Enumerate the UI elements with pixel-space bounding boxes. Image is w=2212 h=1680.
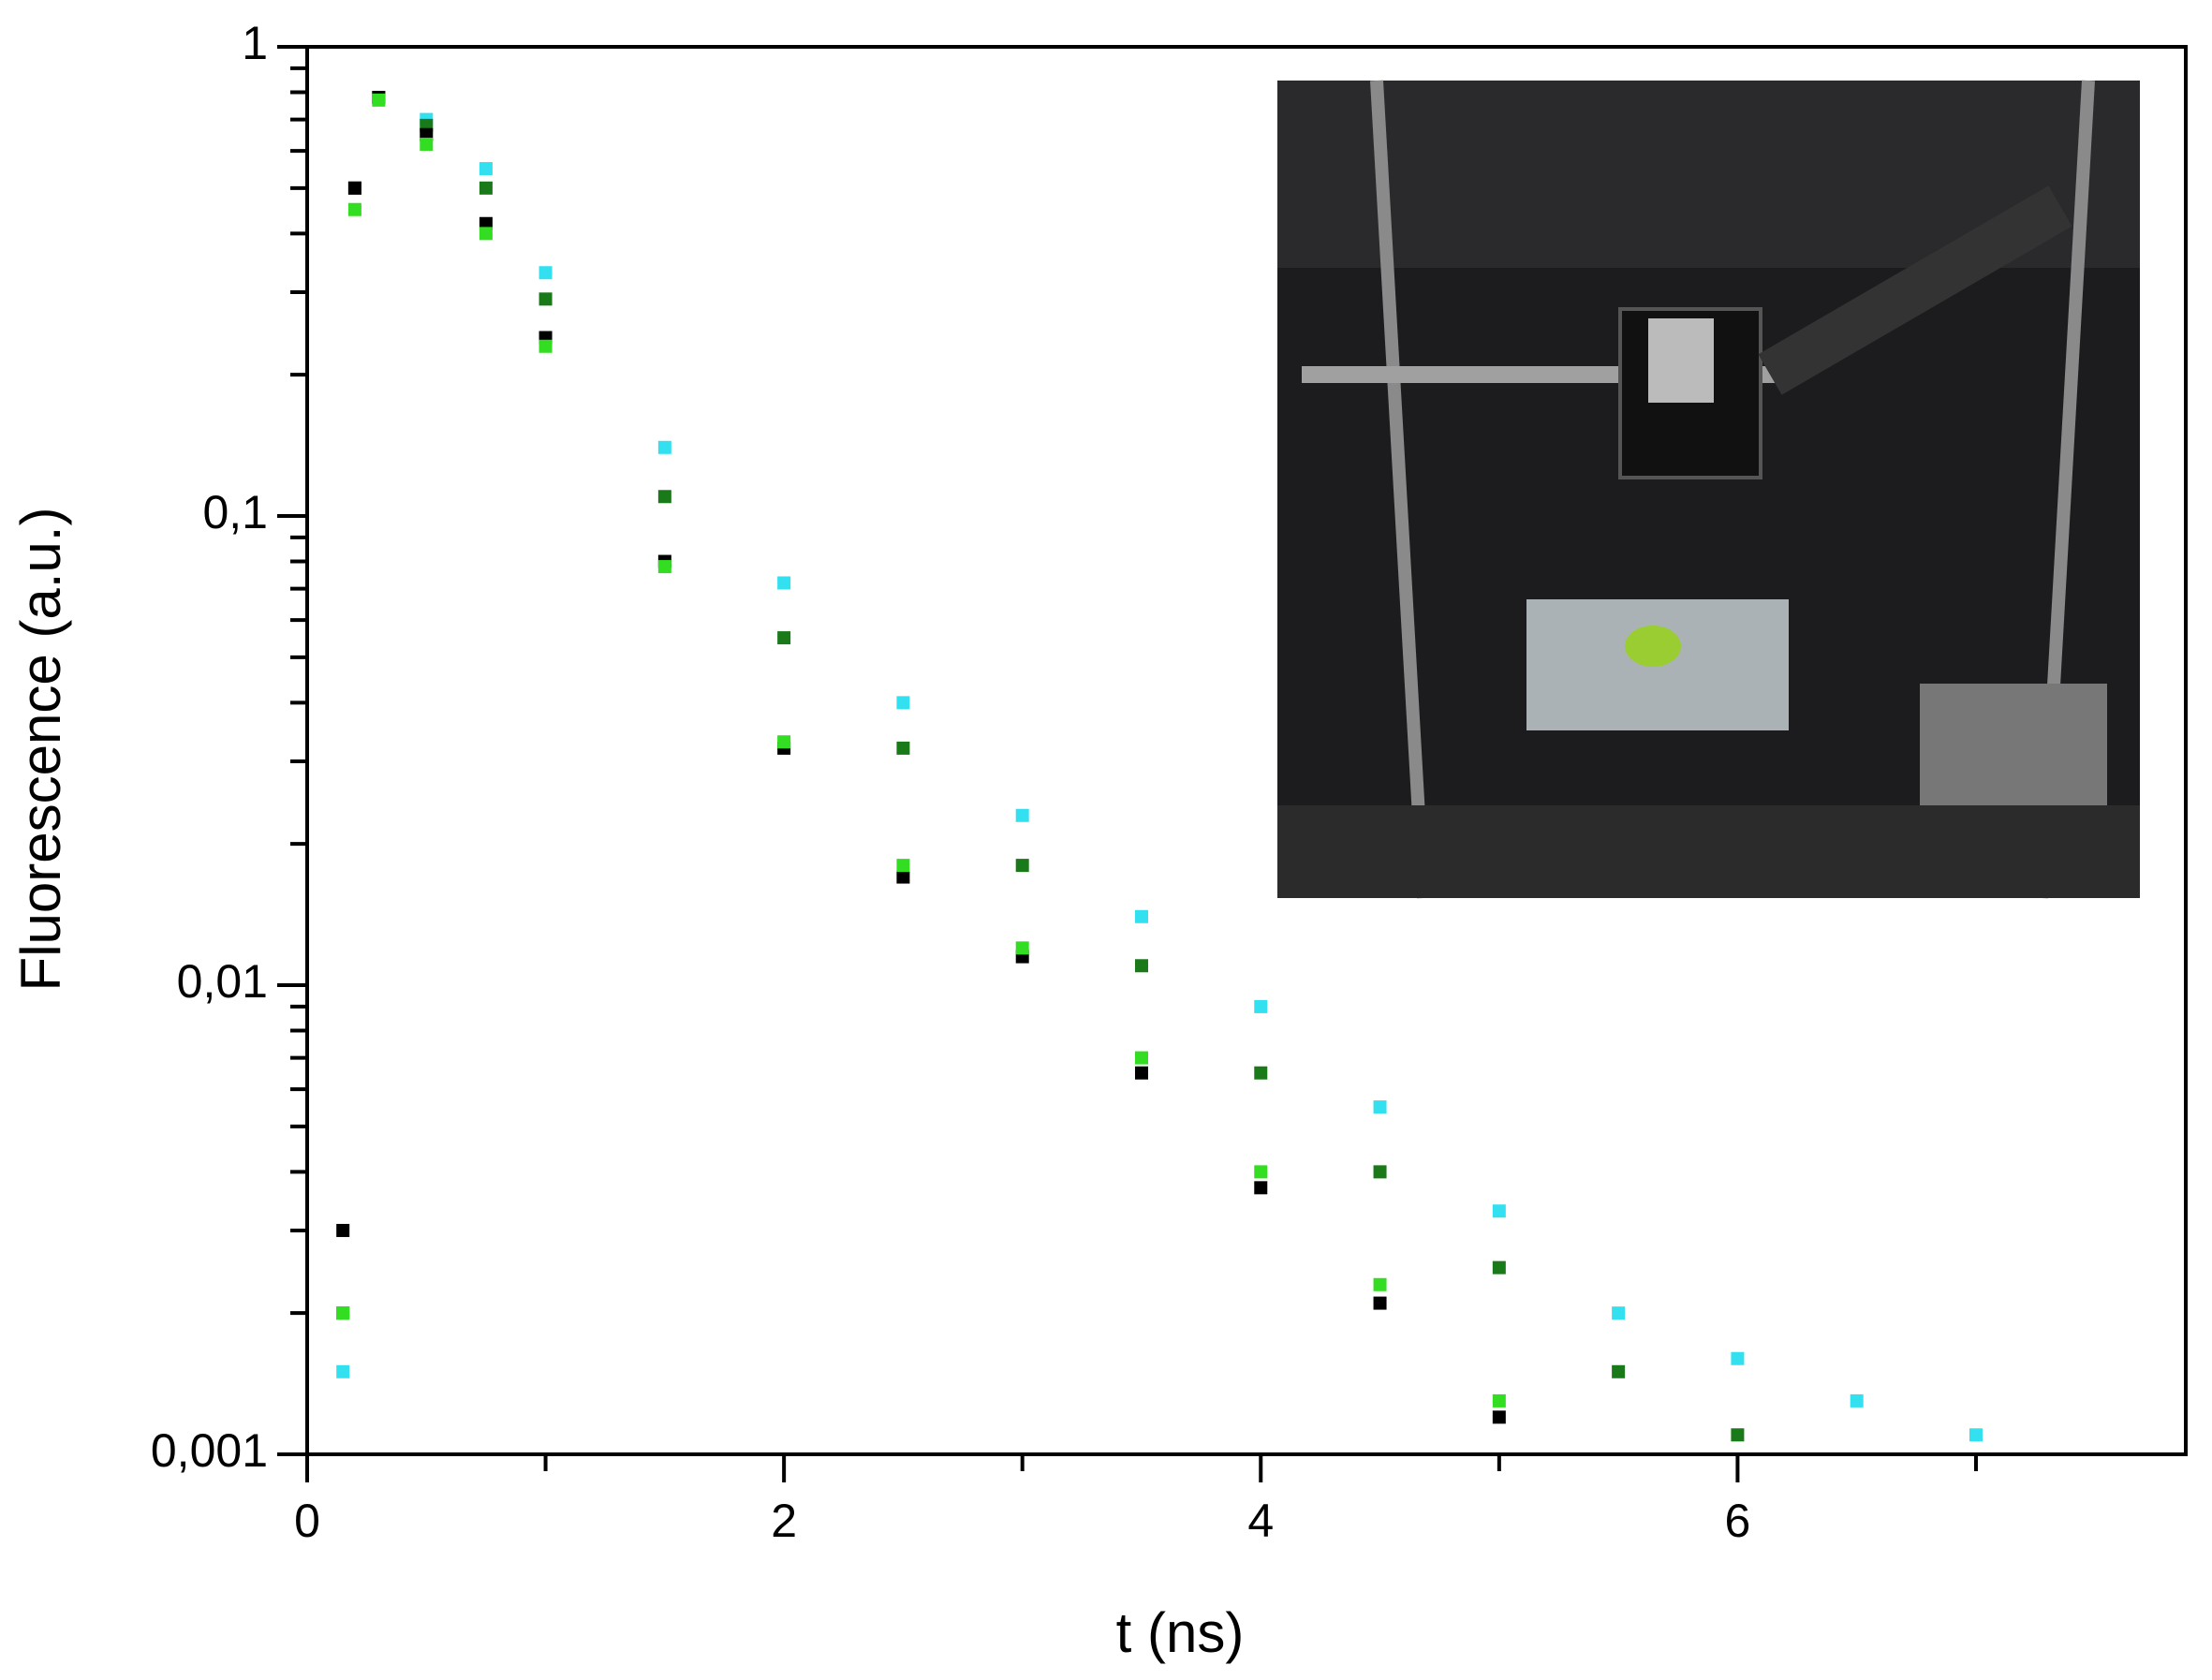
point	[538, 266, 553, 280]
plot-frame	[305, 45, 2188, 1456]
point	[1015, 941, 1029, 955]
point	[1373, 1165, 1387, 1179]
point	[336, 1364, 350, 1378]
point	[1254, 1066, 1268, 1080]
y-tick-label: 0,001	[151, 1424, 268, 1477]
x-tick-label: 4	[1247, 1495, 1274, 1547]
point	[896, 696, 910, 710]
point	[1612, 1306, 1626, 1320]
point	[1492, 1410, 1506, 1424]
point	[1492, 1204, 1506, 1218]
point	[777, 735, 791, 749]
point	[1373, 1277, 1387, 1291]
point	[1134, 909, 1148, 923]
point	[777, 631, 791, 645]
point	[1612, 1364, 1626, 1378]
point	[1254, 1181, 1268, 1195]
point	[1134, 1051, 1148, 1065]
point	[538, 339, 553, 353]
point	[1015, 808, 1029, 822]
y-tick-label: 0,01	[177, 955, 268, 1008]
point	[1492, 1260, 1506, 1275]
point	[657, 440, 671, 454]
point	[1373, 1296, 1387, 1310]
y-axis-label: Fluorescence (a.u.)	[9, 508, 72, 992]
point	[777, 576, 791, 590]
point	[1492, 1393, 1506, 1407]
point	[336, 1306, 350, 1320]
point	[538, 292, 553, 306]
point	[420, 138, 434, 152]
point	[1015, 859, 1029, 873]
point	[479, 216, 493, 230]
point	[1254, 999, 1268, 1013]
point	[657, 560, 671, 574]
y-tick-label: 0,1	[202, 486, 268, 538]
plot-area	[336, 91, 1983, 1442]
y-tick-label: 1	[242, 17, 268, 69]
point	[347, 202, 361, 216]
point	[896, 859, 910, 873]
point	[1134, 959, 1148, 973]
point	[479, 162, 493, 176]
point	[896, 741, 910, 755]
point	[657, 490, 671, 504]
x-tick-label: 6	[1725, 1495, 1751, 1547]
x-tick-label: 0	[294, 1495, 320, 1547]
point	[1134, 1066, 1148, 1080]
inset-photo	[1277, 80, 2140, 899]
point	[479, 227, 493, 241]
point	[896, 870, 910, 884]
point	[1850, 1393, 1864, 1407]
point	[347, 181, 361, 195]
x-tick-label: 2	[771, 1495, 797, 1547]
point	[1731, 1428, 1745, 1442]
point	[1254, 1165, 1268, 1179]
point	[1731, 1351, 1745, 1365]
point	[1373, 1100, 1387, 1114]
point	[372, 93, 386, 107]
x-axis-label: t (ns)	[1116, 1601, 1245, 1664]
point	[479, 181, 493, 195]
point	[1969, 1428, 1983, 1442]
point	[336, 1223, 350, 1237]
